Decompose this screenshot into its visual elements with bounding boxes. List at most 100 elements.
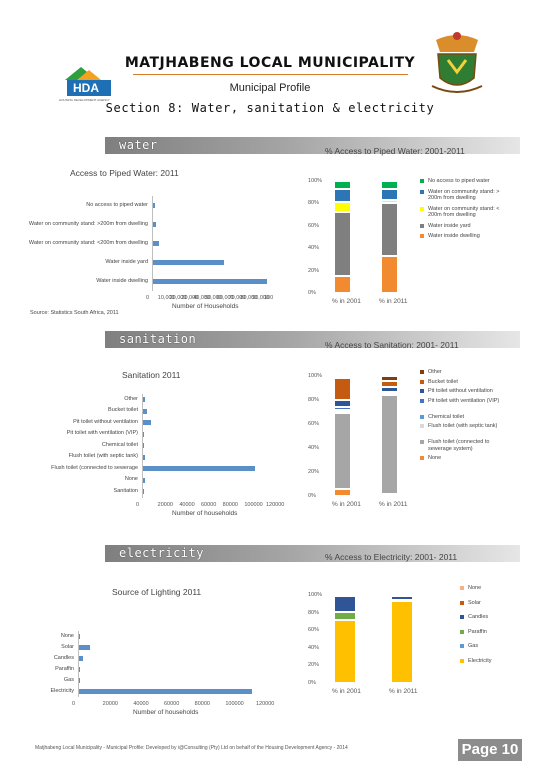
- electricity-stack-legend-item: Electricity: [460, 658, 518, 665]
- electricity-bar-x-tick-label: 0: [72, 701, 76, 707]
- water-stack-legend-label: Water inside yard: [428, 222, 471, 229]
- electricity-bar-chart-title: Source of Lighting 2011: [112, 587, 202, 597]
- sanitation-stack-segment: [334, 488, 351, 496]
- water-stack-legend-item: Water on community stand: > 200m from dw…: [420, 189, 508, 202]
- sanitation-bar-category-label: Other: [124, 395, 138, 402]
- water-stack-segment: [334, 202, 351, 213]
- sanitation-stack-legend-swatch: [420, 370, 424, 374]
- electricity-stack-segment: [334, 595, 356, 612]
- sanitation-stack-legend-item: Bucket toilet: [420, 378, 510, 386]
- electricity-band: electricity: [105, 545, 520, 562]
- water-stack-segment: [334, 212, 351, 277]
- water-stack-y-tick-label: 80%: [308, 200, 320, 207]
- sanitation-stack-segment: [334, 413, 351, 489]
- sanitation-stack-legend-label: Other: [428, 369, 442, 375]
- electricity-stack-legend-label: Gas: [468, 643, 479, 649]
- electricity-stack-chart-title: % Access to Electricity: 2001- 2011: [325, 552, 458, 562]
- coat-of-arms-graphic: [431, 32, 483, 93]
- water-stack-y-tick-label: 20%: [308, 267, 320, 274]
- page-subtitle: Municipal Profile: [229, 82, 311, 94]
- sanitation-bar-category-label: Pit toilet with ventilation (VIP): [66, 430, 138, 437]
- electricity-bar-category-label: Electricity: [50, 687, 74, 694]
- sanitation-bar-x-tick-label: 80000: [222, 501, 238, 508]
- sanitation-stack-y-tick-label: 20%: [308, 469, 320, 475]
- sanitation-stack-y-tick-label: 60%: [308, 421, 320, 427]
- sanitation-bar-x-tick-label: 60000: [201, 501, 217, 508]
- water-stack-legend-item: Water inside dwelling: [420, 233, 508, 240]
- sanitation-stack-legend-item: Pit toilet without ventilation: [420, 388, 510, 395]
- sanitation-stack-legend-item: Other: [420, 369, 510, 376]
- water-stack-legend-swatch: [420, 189, 424, 194]
- sanitation-bar-category-label: Sanitation: [113, 487, 138, 494]
- electricity-stack-y-tick-label: 40%: [308, 644, 320, 651]
- sanitation-stack-segment: [334, 400, 351, 408]
- sanitation-stack-legend-label: Bucket toilet: [428, 378, 458, 385]
- electricity-bar-category-label: Solar: [61, 643, 74, 650]
- water-stack-y-tick-label: 0%: [308, 290, 316, 296]
- sanitation-stack-legend-item: None: [420, 455, 510, 462]
- water-bar-x-tick-label: 40,000: [193, 295, 211, 301]
- sanitation-stack-segment: [334, 378, 351, 400]
- sanitation-band-label: sanitation: [119, 332, 197, 346]
- page-number-badge: Page 10: [458, 739, 522, 761]
- section-heading: Section 8: Water, sanitation & electrici…: [105, 101, 435, 115]
- water-stack-legend-swatch: [420, 223, 424, 228]
- electricity-stack-legend-swatch: [460, 644, 464, 648]
- hda-logo-tagline: HOUSING DEVELOPMENT AGENCY: [59, 98, 110, 102]
- water-stack-segment: [381, 256, 398, 293]
- electricity-stack-legend-swatch: [460, 658, 464, 663]
- water-bar-x-tick-label: 10,000: [157, 295, 175, 301]
- sanitation-stack-y-tick-label: 40%: [308, 445, 320, 451]
- water-bar-category-label: Water inside yard: [105, 258, 148, 265]
- electricity-bar-x-tick-label: 40000: [133, 701, 149, 707]
- electricity-stack-y-tick-label: 20%: [308, 662, 320, 669]
- sanitation-band: sanitation: [105, 331, 520, 348]
- sanitation-stack-legend-label: Pit toilet without ventilation: [428, 388, 493, 394]
- water-bar-x-tick-label: 70,000: [228, 295, 246, 301]
- electricity-stack-segment: [391, 601, 413, 683]
- sanitation-bar-category-label: Chemical toilet: [101, 441, 138, 448]
- sanitation-stack-chart: 100% 80% 60% 40% 20% 0% % in 2001 % in 2011 Othe…: [290, 365, 530, 520]
- sanitation-bar-x-axis-title: Number of households: [172, 509, 238, 517]
- electricity-stack-segment: [334, 619, 356, 683]
- water-bar-bar: [153, 222, 156, 227]
- sanitation-stack-legend-swatch: [420, 414, 424, 419]
- water-bar-category-label: Water on community stand: <200m from dwe…: [28, 239, 148, 246]
- water-band-label: water: [119, 138, 158, 152]
- water-bar-x-tick-label: 80,000: [240, 295, 258, 301]
- electricity-stack-legend-label: Paraffin: [468, 628, 487, 635]
- electricity-stack-legend-label: Solar: [468, 599, 481, 606]
- water-stack-y-tick-label: 40%: [308, 245, 320, 252]
- water-bar-chart: No access to piped water Water on communi…: [0, 180, 290, 320]
- electricity-stack-x-tick-label: % in 2001: [332, 688, 361, 695]
- sanitation-stack-x-tick-label: % in 2001: [332, 501, 361, 508]
- water-stack-y-tick-label: 100%: [308, 178, 323, 184]
- water-bar-x-tick-label: 0: [146, 295, 150, 301]
- electricity-bar-x-tick-label: 20000: [102, 701, 118, 707]
- sanitation-stack-segment: [381, 395, 398, 494]
- electricity-bar-category-label: Candles: [53, 654, 74, 661]
- electricity-bar-x-axis-title: Number of households: [133, 709, 199, 716]
- sanitation-bar-category-label: Flush toilet (connected to sewerage: [51, 464, 138, 471]
- electricity-bar-x-tick-label: 100000: [225, 701, 244, 707]
- sanitation-bar-chart-title: Sanitation 2011: [122, 370, 181, 380]
- water-bar-category-label: Water on community stand: >200m from dwe…: [28, 220, 148, 227]
- electricity-stack-legend-label: Candles: [468, 614, 489, 620]
- sanitation-stack-legend-swatch: [420, 456, 424, 460]
- electricity-bar-bar: [79, 689, 252, 694]
- water-stack-chart: 100% 80% 60% 40% 20% 0% % in 2001 % in 2011 No a…: [290, 170, 530, 320]
- sanitation-stack-y-tick-label: 80%: [308, 397, 320, 403]
- electricity-stack-legend-item: Solar: [460, 599, 518, 607]
- electricity-stack-legend-item: Gas: [460, 643, 518, 650]
- electricity-bar-x-tick-label: 120000: [256, 701, 275, 707]
- sanitation-stack-legend-label: Flush toilet (connected to sewerage syst…: [428, 439, 490, 452]
- water-stack-legend-swatch: [420, 179, 424, 183]
- water-bar-x-tick-label: 60,000: [216, 295, 234, 301]
- sanitation-bar-category-label: Pit toilet without ventilation: [73, 418, 138, 425]
- sanitation-bar-x-tick-label: 0: [136, 501, 140, 508]
- water-band: water: [105, 137, 520, 154]
- water-stack-segment: [334, 181, 351, 189]
- sanitation-bar-x-tick-label: 100000: [244, 501, 263, 508]
- sanitation-stack-chart-title: % Access to Sanitation: 2001- 2011: [325, 340, 459, 350]
- electricity-stack-y-tick-label: 100%: [308, 592, 323, 598]
